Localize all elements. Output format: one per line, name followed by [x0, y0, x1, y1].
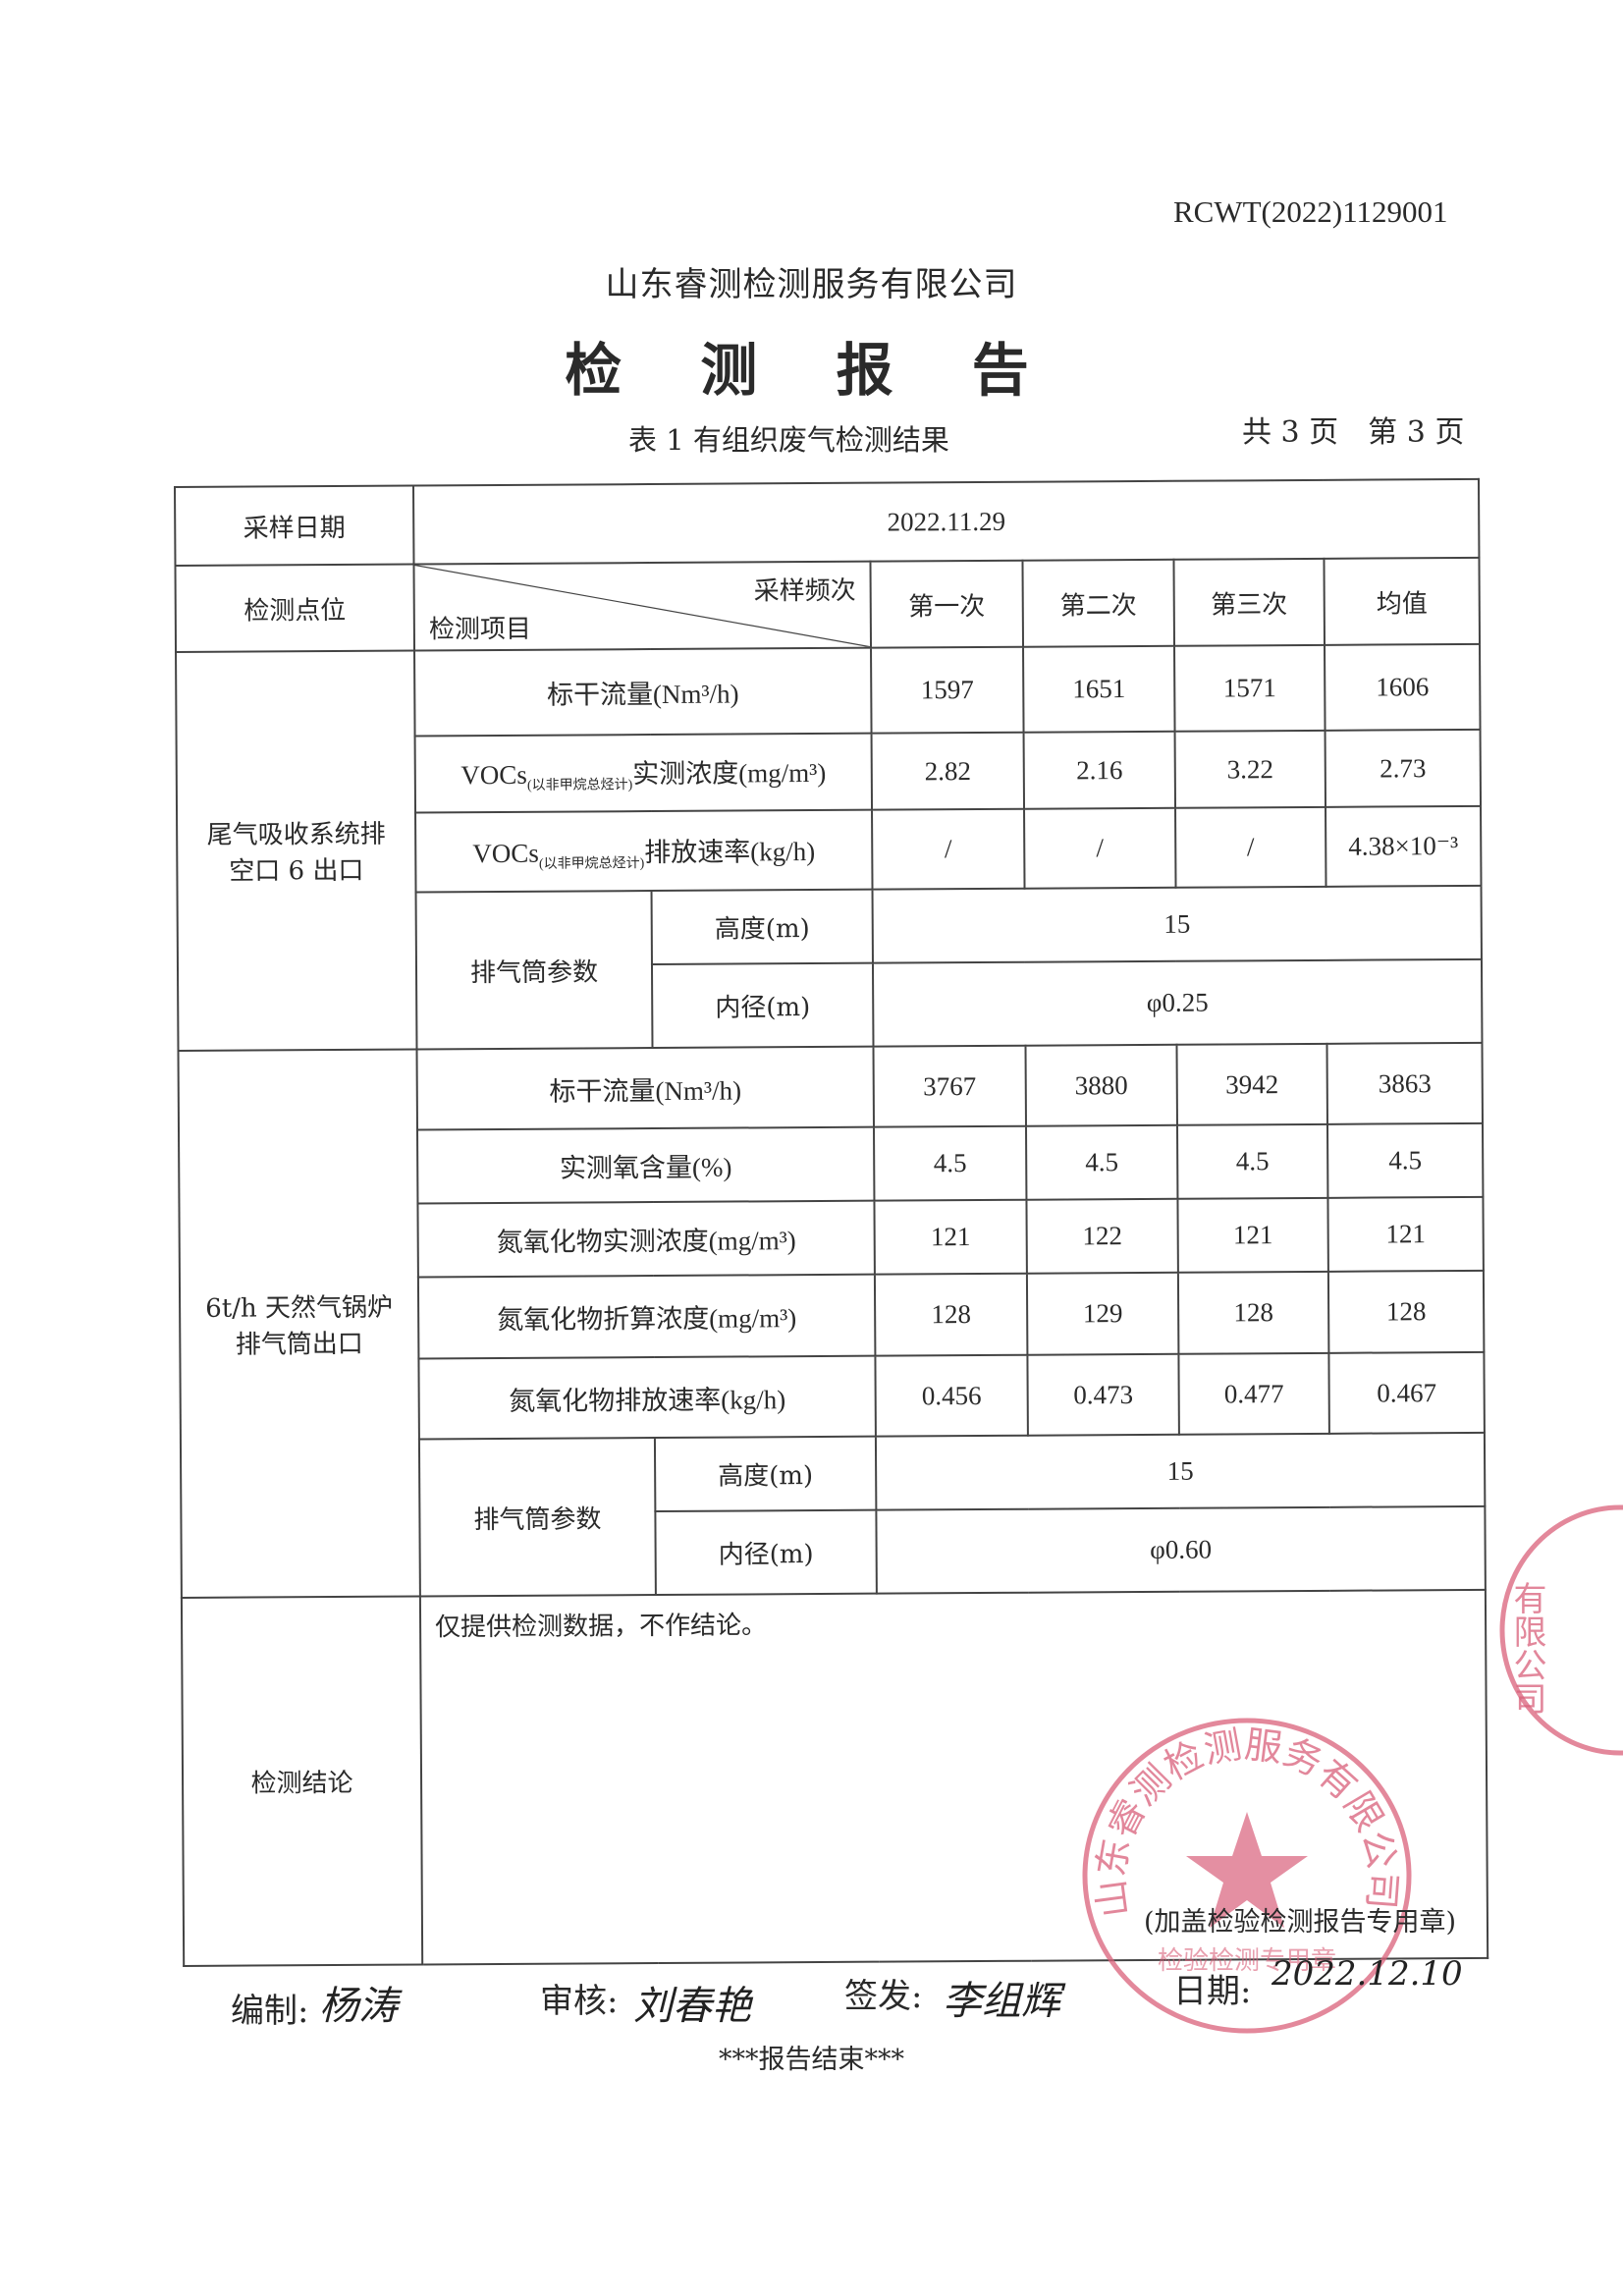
monitoring-point: 6t/h 天然气锅炉排气筒出口 [178, 1049, 420, 1598]
date-label: 日期: [1173, 1972, 1252, 2011]
compiled-label: 编制: [231, 1992, 309, 2031]
value-cell: 2.73 [1325, 729, 1482, 807]
item-prefix: VOCs [460, 759, 527, 791]
value-cell: 0.473 [1027, 1353, 1179, 1436]
value-cell: 4.5 [874, 1125, 1027, 1201]
diagonal-header-cell: 采样频次 检测项目 [413, 561, 872, 651]
value-cell: 0.477 [1178, 1352, 1329, 1435]
item-name: 氮氧化物折算浓度(mg/m³) [417, 1274, 876, 1359]
reviewed-label: 审核: [540, 1982, 619, 2021]
item-suffix: 排放速率(kg/h) [644, 836, 816, 867]
value-cell: 3767 [873, 1045, 1026, 1127]
report-number: RCWT(2022)1129001 [1173, 194, 1448, 229]
stack-diameter-label: 内径(m) [651, 962, 874, 1049]
page-current: 第 3 页 [1368, 415, 1465, 450]
col-header: 均值 [1324, 557, 1481, 645]
item-name: VOCs(以非甲烷总烃计)排放速率(kg/h) [415, 809, 873, 893]
sampling-date: 2022.11.29 [413, 478, 1480, 565]
value-cell: 0.467 [1328, 1351, 1485, 1434]
results-table: 采样日期 2022.11.29 检测点位 采样频次 检测项目 第一次 第二次 第… [174, 478, 1488, 1967]
stack-diameter: φ0.60 [876, 1505, 1486, 1594]
issued-signature: 李组辉 [943, 1979, 1060, 2024]
value-cell: / [1024, 807, 1176, 889]
stamp-note: (加盖检验检测报告专用章) [1144, 1907, 1457, 1938]
value-cell: 3.22 [1174, 730, 1326, 808]
stack-height-label: 高度(m) [651, 889, 873, 965]
value-cell: 3880 [1025, 1044, 1177, 1126]
value-cell: 129 [1026, 1272, 1179, 1355]
item-name: 氮氧化物排放速率(kg/h) [418, 1355, 876, 1440]
stack-params-label: 排气筒参数 [415, 891, 653, 1050]
monitoring-point: 尾气吸收系统排空口 6 出口 [176, 650, 417, 1051]
report-title: 检 测 报 告 [565, 337, 1058, 404]
value-cell: 128 [1177, 1271, 1329, 1354]
stack-diameter-label: 内径(m) [655, 1509, 877, 1596]
value-cell: 3942 [1176, 1043, 1327, 1125]
value-cell: 4.5 [1326, 1122, 1484, 1198]
value-cell: 4.5 [1025, 1124, 1178, 1200]
stack-height: 15 [872, 885, 1483, 963]
table-row: 尾气吸收系统排空口 6 出口 标干流量(Nm³/h) 1597 1651 1571 160… [176, 643, 1481, 1051]
value-cell: 1571 [1174, 644, 1325, 732]
star-icon [1186, 1812, 1308, 1928]
col-header: 第三次 [1173, 558, 1325, 646]
frequency-label: 采样频次 [753, 575, 856, 607]
value-cell: / [872, 808, 1025, 890]
item-name: VOCs(以非甲烷总烃计)实测浓度(mg/m³) [414, 733, 873, 813]
value-cell: 1651 [1023, 645, 1175, 733]
value-cell: 121 [1327, 1196, 1484, 1272]
value-cell: 2.16 [1023, 731, 1176, 809]
value-cell: 4.38×10⁻³ [1325, 805, 1482, 887]
value-cell: 1606 [1325, 643, 1481, 731]
diagonal-line [414, 563, 870, 650]
col-header: 第二次 [1022, 559, 1175, 647]
stamp-sub: 检验检测专用章 [1158, 1946, 1336, 1976]
item-subscript: (以非甲烷总烃计) [526, 778, 633, 793]
value-cell: / [1175, 806, 1326, 888]
value-cell: 4.5 [1176, 1123, 1328, 1199]
item-label: 检测项目 [428, 614, 532, 645]
value-cell: 121 [874, 1199, 1027, 1275]
page-total: 共 3 页 [1242, 415, 1339, 450]
issued-label: 签发: [844, 1977, 923, 2016]
col-header: 第一次 [870, 560, 1024, 648]
issue-date: 2022.12.10 [1271, 1954, 1463, 1994]
company-name: 山东睿测检测服务有限公司 [605, 265, 1018, 304]
value-cell: 1597 [871, 646, 1024, 734]
stack-height-label: 高度(m) [654, 1436, 877, 1512]
compiled-signature: 杨涛 [319, 1984, 398, 2029]
stack-params-label: 排气筒参数 [418, 1438, 656, 1597]
report-end: ***报告结束*** [719, 2045, 904, 2075]
value-cell: 0.456 [875, 1354, 1028, 1437]
item-name: 标干流量(Nm³/h) [414, 647, 872, 737]
value-cell: 122 [1026, 1198, 1178, 1274]
table-title: 表 1 有组织废气检测结果 [628, 423, 949, 457]
page-info: 共 3 页第 3 页 [1242, 408, 1464, 451]
value-cell: 128 [1327, 1270, 1485, 1353]
item-suffix: 实测浓度(mg/m³) [632, 757, 827, 790]
reviewed-signature: 刘春艳 [633, 1984, 751, 2029]
stack-height: 15 [875, 1432, 1486, 1510]
item-prefix: VOCs [472, 838, 539, 868]
stack-diameter: φ0.25 [872, 958, 1483, 1047]
item-subscript: (以非甲烷总烃计) [538, 855, 645, 872]
official-stamp: 山东睿测检测服务有限公司 检验检测专用章 [1082, 1718, 1412, 2034]
partial-stamp: 有限公司 [1499, 1504, 1623, 1756]
value-cell: 128 [874, 1273, 1028, 1356]
sampling-date-label: 采样日期 [175, 485, 414, 566]
conclusion-label: 检测结论 [181, 1596, 423, 1966]
value-cell: 2.82 [871, 732, 1025, 810]
item-name: 氮氧化物实测浓度(mg/m³) [417, 1200, 875, 1278]
table-row: 6t/h 天然气锅炉排气筒出口 标干流量(Nm³/h) 3767 3880 3942 38… [178, 1042, 1484, 1598]
item-name: 实测氧含量(%) [417, 1126, 875, 1204]
value-cell: 3863 [1326, 1042, 1484, 1124]
item-name: 标干流量(Nm³/h) [416, 1046, 875, 1130]
point-label: 检测点位 [175, 564, 415, 652]
partial-stamp-text: 有限公司 [1507, 1581, 1546, 1715]
value-cell: 121 [1177, 1197, 1328, 1273]
